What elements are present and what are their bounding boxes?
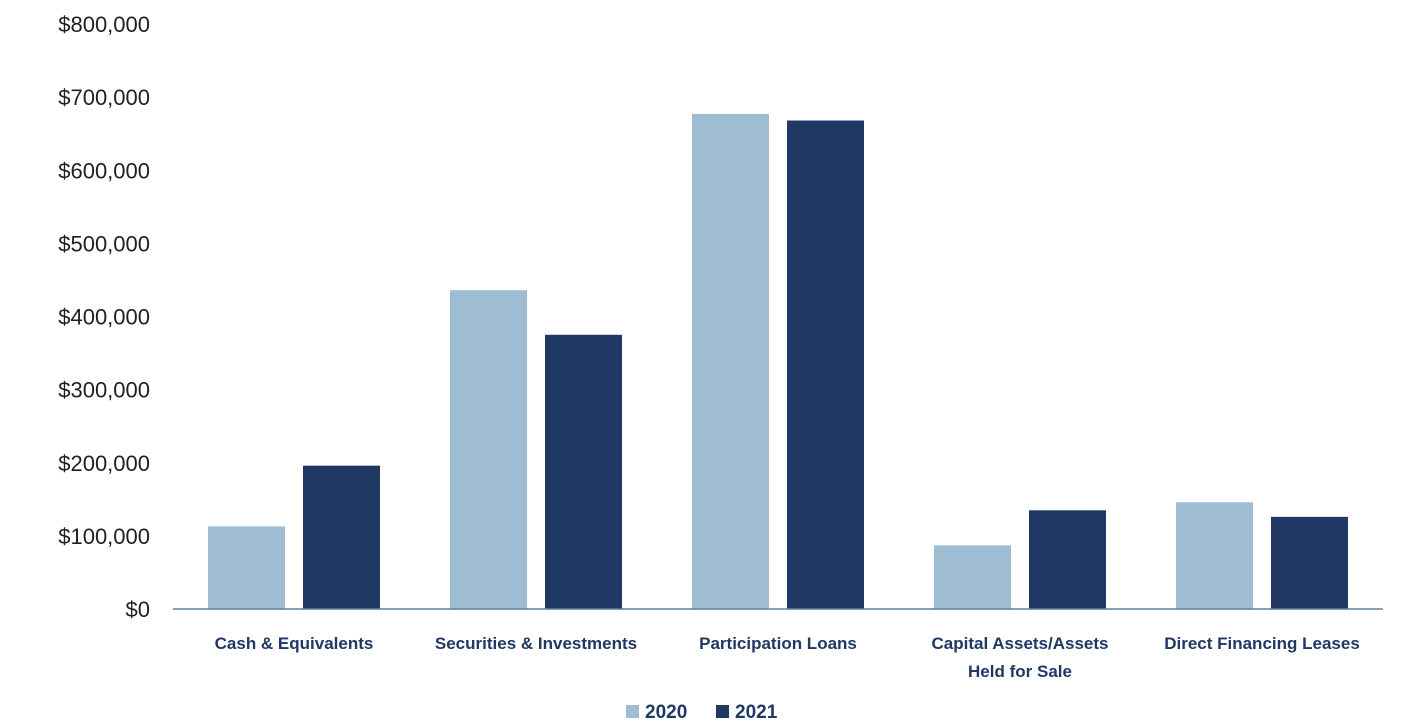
x-category-label: Securities & Investments (435, 634, 637, 653)
y-tick-label: $100,000 (58, 524, 150, 549)
bar-2021-3 (1029, 510, 1106, 609)
legend-label-2020: 2020 (645, 702, 687, 722)
y-tick-label: $400,000 (58, 305, 150, 330)
y-tick-label: $300,000 (58, 378, 150, 403)
bar-2020-3 (934, 545, 1011, 609)
x-category-label: Cash & Equivalents (215, 634, 374, 653)
bars (208, 113, 1348, 610)
bar-2020-0 (208, 526, 285, 609)
x-category-label: Direct Financing Leases (1164, 634, 1360, 653)
legend-label-2021: 2021 (735, 702, 778, 722)
y-tick-label: $0 (126, 597, 150, 622)
bar-2021-1 (545, 334, 622, 609)
y-tick-label: $200,000 (58, 451, 150, 476)
bar-2020-2 (692, 113, 769, 609)
legend-swatch-2021 (716, 705, 729, 718)
bar-2020-1 (450, 290, 527, 609)
y-tick-label: $500,000 (58, 231, 150, 256)
bar-2021-2 (787, 120, 864, 610)
y-tick-label: $600,000 (58, 158, 150, 183)
x-category-label: Capital Assets/Assets Held for Sale (931, 634, 1108, 681)
y-tick-label: $800,000 (58, 12, 150, 37)
bar-2021-0 (303, 465, 380, 609)
y-axis-ticks: $0 $100,000 $200,000 $300,000 $400,000 $500,0… (58, 12, 150, 622)
bar-2020-4 (1176, 502, 1253, 609)
legend-swatch-2020 (626, 705, 639, 718)
legend: 2020 2021 (626, 702, 778, 722)
x-axis-category-labels: Cash & Equivalents Securities & Investmen… (215, 634, 1360, 681)
x-category-label: Participation Loans (699, 634, 857, 653)
bar-2021-4 (1271, 516, 1348, 609)
y-tick-label: $700,000 (58, 85, 150, 110)
